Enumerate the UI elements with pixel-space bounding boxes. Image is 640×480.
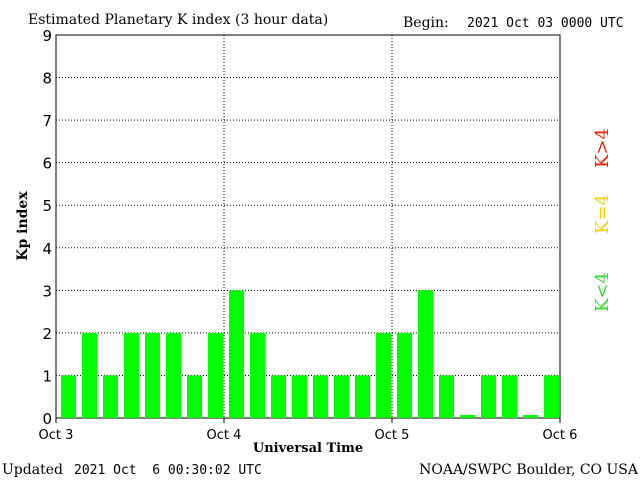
x-tick-label: Oct 4: [207, 428, 242, 443]
legend-mid-label: K=4: [592, 194, 613, 234]
kp-bar: [355, 375, 370, 418]
kp-bar: [439, 375, 454, 418]
bars-layer: [61, 290, 559, 418]
updated-value: 2021 Oct 6 00:30:02 UTC: [74, 463, 262, 478]
kp-bar: [334, 375, 349, 418]
kp-bar: [502, 375, 517, 418]
kp-bar: [187, 375, 202, 418]
kp-bar: [313, 375, 328, 418]
kp-bar: [229, 290, 244, 418]
kp-bar: [397, 332, 412, 418]
source-credit: NOAA/SWPC Boulder, CO USA: [419, 462, 639, 478]
begin-label: Begin:: [403, 15, 449, 31]
x-tick-label: Oct 3: [39, 428, 74, 443]
y-tick-label: 7: [42, 112, 52, 130]
legend-high-label: K>4: [592, 128, 613, 168]
kp-bar: [124, 332, 139, 418]
y-tick-label: 8: [42, 70, 52, 88]
plot-frame: [55, 34, 561, 419]
x-axis-label: Universal Time: [253, 441, 363, 456]
updated-label: Updated: [2, 462, 63, 478]
kp-bar: [544, 375, 559, 418]
y-tick-label: 1: [42, 367, 52, 385]
kp-bar: [208, 332, 223, 418]
kp-bar: [271, 375, 286, 418]
y-axis-ticks: 0 1 2 3 4 5 6 7 8 9: [42, 27, 52, 428]
kp-bar: [460, 415, 475, 418]
x-tick-label: Oct 6: [543, 428, 578, 443]
x-tick-label: Oct 5: [375, 428, 410, 443]
y-tick-label: 3: [42, 282, 52, 300]
legend: K<4 K=4 K>4: [592, 128, 613, 312]
x-axis-ticks: Oct 3 Oct 4 Oct 5 Oct 6: [39, 418, 578, 443]
kp-bar: [292, 375, 307, 418]
kp-bar: [250, 332, 265, 418]
kp-bar: [103, 375, 118, 418]
grid-layer: [56, 35, 560, 418]
kp-bar: [82, 332, 97, 418]
kp-bar: [523, 415, 538, 418]
y-tick-label: 9: [42, 27, 52, 45]
chart-title: Estimated Planetary K index (3 hour data…: [28, 12, 328, 28]
kp-bar: [166, 332, 181, 418]
kp-bar: [418, 290, 433, 418]
y-tick-label: 0: [42, 410, 52, 428]
plot-area: [55, 34, 561, 419]
begin-value: 2021 Oct 03 0000 UTC: [467, 16, 624, 31]
y-tick-label: 5: [42, 197, 52, 215]
y-axis-label: Kp index: [15, 191, 31, 261]
kp-bar: [481, 375, 496, 418]
kp-bar: [376, 332, 391, 418]
y-tick-label: 2: [42, 325, 52, 343]
kp-bar: [145, 332, 160, 418]
kp-bar: [61, 375, 76, 418]
y-tick-label: 4: [42, 240, 52, 258]
y-tick-label: 6: [42, 155, 52, 173]
legend-low-label: K<4: [592, 272, 613, 312]
